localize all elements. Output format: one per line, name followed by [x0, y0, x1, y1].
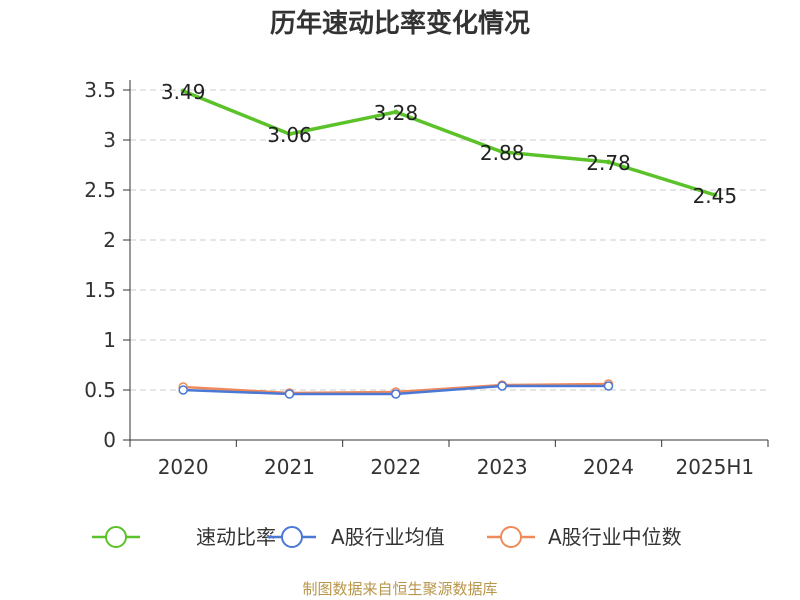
y-tick-label: 3 [103, 128, 116, 152]
legend-marker [500, 526, 522, 548]
x-tick-label: 2021 [264, 455, 315, 479]
data-label: 3.06 [267, 123, 312, 147]
x-tick-label: 2023 [477, 455, 528, 479]
legend-item-2[interactable]: A股行业中位数 [487, 525, 682, 549]
data-label: 2.78 [586, 151, 631, 175]
x-tick-label: 2025H1 [675, 455, 754, 479]
data-point[interactable] [287, 131, 292, 137]
y-tick-label: 2 [103, 228, 116, 252]
data-point[interactable] [284, 389, 295, 399]
y-tick-label: 1 [103, 328, 116, 352]
data-point[interactable] [606, 159, 611, 165]
data-point[interactable] [391, 389, 401, 399]
x-tick-label: 2020 [158, 455, 209, 479]
data-point[interactable] [497, 381, 507, 391]
y-tick-label: 1.5 [84, 278, 116, 302]
y-tick-label: 0 [103, 428, 116, 452]
legend-marker [281, 526, 303, 548]
data-point[interactable] [499, 149, 505, 155]
data-label: 3.28 [374, 101, 419, 125]
data-label: 2.45 [693, 184, 738, 208]
data-point[interactable] [178, 385, 188, 395]
legend[interactable]: 速动比率 A股行业均值 A股行业中位数 [92, 525, 682, 549]
data-point[interactable] [712, 192, 718, 198]
legend-marker [105, 526, 127, 548]
data-point[interactable] [603, 381, 614, 391]
y-tick-label: 0.5 [84, 378, 116, 402]
legend-item-0[interactable]: 速动比率 [92, 525, 276, 549]
series-line-0 [182, 89, 716, 197]
data-label: 3.49 [161, 80, 206, 104]
data-point[interactable] [393, 109, 399, 115]
legend-label: A股行业均值 [331, 525, 445, 549]
series: 3.49 3.06 3.28 2.88 2.78 2.45 [161, 80, 738, 399]
data-label: 2.88 [480, 141, 525, 165]
grid [130, 89, 768, 391]
data-point[interactable] [180, 88, 186, 94]
legend-label: 速动比率 [196, 525, 276, 549]
legend-label: A股行业中位数 [548, 525, 682, 549]
axes: 0 0.5 1 1.5 2 2.5 3 3.5 2020 2021 2022 2023 2024 2025… [84, 78, 769, 479]
source-note: 制图数据来自恒生聚源数据库 [302, 580, 497, 598]
x-tick-label: 2024 [583, 455, 634, 479]
legend-item-1[interactable]: A股行业均值 [268, 525, 445, 549]
y-tick-label: 3.5 [84, 78, 116, 102]
x-tick-label: 2022 [370, 455, 421, 479]
chart-title: 历年速动比率变化情况 [270, 8, 530, 39]
y-tick-label: 2.5 [84, 178, 116, 202]
